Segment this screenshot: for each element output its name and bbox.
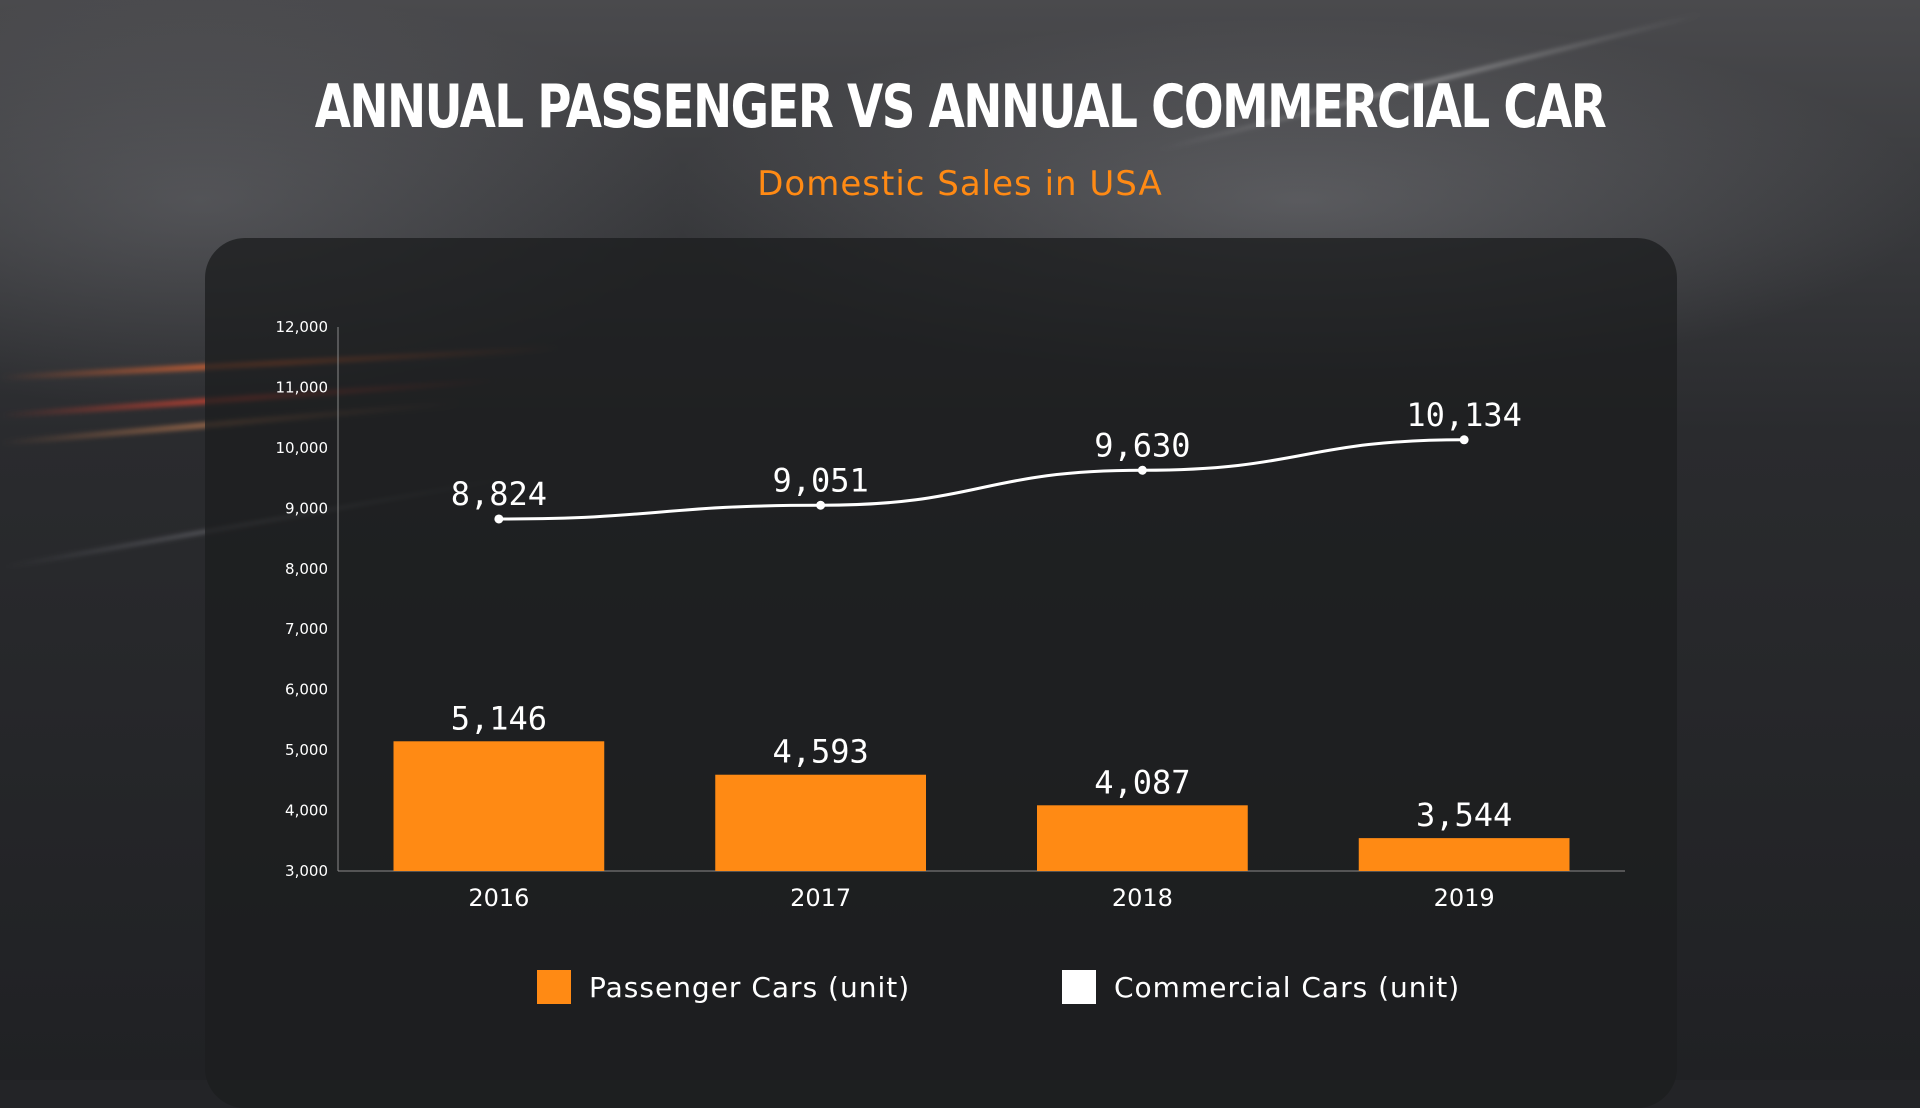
legend-swatch-passenger: [537, 970, 571, 1004]
x-tick-label: 2018: [1112, 884, 1173, 912]
chart-subtitle: Domestic Sales in USA: [757, 164, 1163, 204]
bar-data-label: 4,593: [772, 733, 868, 771]
y-tick-label: 3,000: [285, 862, 328, 880]
line-point: [494, 514, 504, 524]
y-tick-label: 5,000: [285, 741, 328, 759]
y-tick-label: 4,000: [285, 802, 328, 820]
legend-swatch-commercial: [1062, 970, 1096, 1004]
bar-data-label: 4,087: [1094, 763, 1190, 801]
bar-series: [393, 741, 1570, 871]
line-data-label: 9,630: [1094, 426, 1190, 464]
y-tick-label: 8,000: [285, 560, 328, 578]
line-point: [1137, 465, 1147, 475]
bar-data-label: 3,544: [1416, 796, 1512, 834]
y-tick-label: 7,000: [285, 620, 328, 638]
bar: [393, 741, 605, 871]
line-data-label: 10,134: [1406, 396, 1522, 434]
chart-title: Annual Passenger vs Annual Commercial Ca…: [314, 72, 1607, 142]
bar-data-label: 5,146: [451, 699, 547, 737]
x-tick-label: 2017: [790, 884, 851, 912]
bar: [715, 774, 926, 871]
x-tick-label: 2019: [1434, 884, 1495, 912]
line-data-label: 9,051: [772, 461, 868, 499]
data-labels: 5,146 4,593 4,087 3,544 8,824 9,051 9,630 10,13…: [451, 396, 1522, 834]
line-point: [816, 500, 826, 510]
y-tick-label: 11,000: [276, 378, 329, 396]
series-line-commercial: [498, 438, 1465, 521]
x-tick-label: 2016: [468, 884, 529, 912]
line-series: [494, 435, 1469, 524]
y-tick-label: 6,000: [285, 681, 328, 699]
combo-chart: 3,000 4,000 5,000 6,000 7,000 8,000 9,000 10,00…: [276, 318, 1625, 912]
legend-item-commercial: Commercial Cars (unit): [1062, 970, 1460, 1004]
line-data-label: 8,824: [451, 475, 547, 513]
y-tick-label: 10,000: [276, 439, 329, 457]
legend-item-passenger: Passenger Cars (unit): [537, 970, 910, 1004]
legend-label-commercial: Commercial Cars (unit): [1114, 970, 1461, 1004]
y-tick-label: 12,000: [276, 318, 329, 336]
bar: [1358, 838, 1570, 871]
y-tick-label: 9,000: [285, 499, 328, 517]
chart-panel: [205, 238, 1677, 1108]
bar: [1037, 805, 1248, 871]
legend-label-passenger: Passenger Cars (unit): [589, 970, 911, 1004]
line-point: [1459, 435, 1469, 445]
